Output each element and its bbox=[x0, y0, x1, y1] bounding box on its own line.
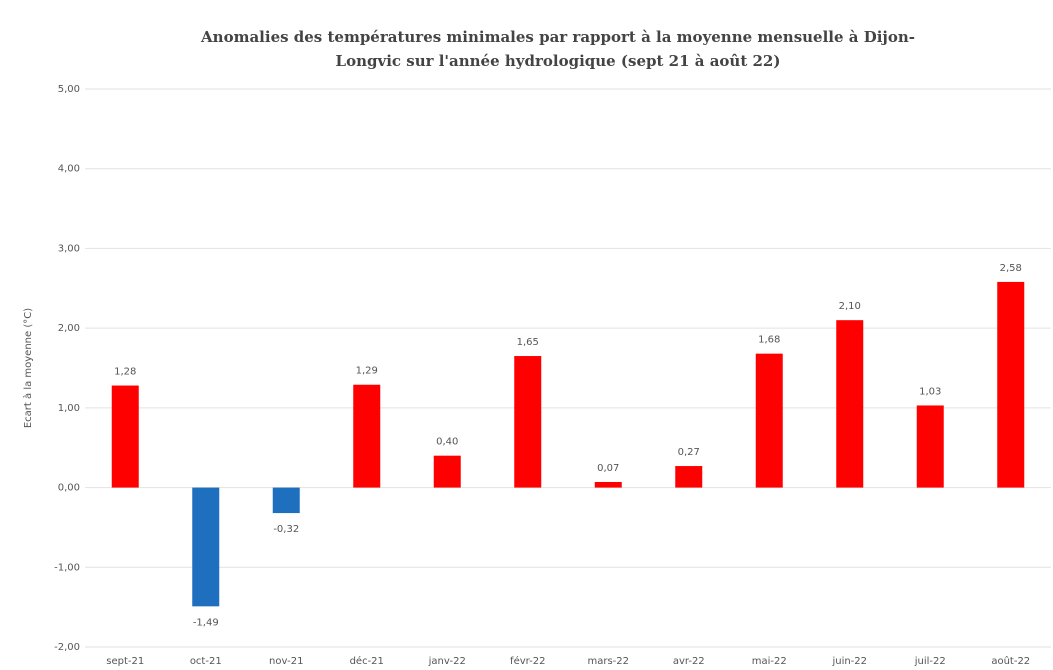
x-tick-label: oct-21 bbox=[190, 656, 222, 667]
data-label: 0,27 bbox=[678, 447, 700, 458]
chart-title: Longvic sur l'année hydrologique (sept 2… bbox=[336, 52, 781, 70]
y-axis-label: Ecart à la moyenne (°C) bbox=[22, 308, 34, 428]
bar bbox=[272, 487, 300, 514]
data-label: 0,40 bbox=[436, 437, 458, 448]
bar bbox=[433, 455, 461, 488]
data-label: 1,03 bbox=[919, 386, 941, 397]
x-tick-label: déc-21 bbox=[350, 655, 384, 667]
x-tick-label: mars-22 bbox=[587, 656, 629, 667]
bar bbox=[836, 320, 864, 488]
x-tick-label: févr-22 bbox=[510, 655, 545, 667]
y-tick-label: -1,00 bbox=[54, 562, 80, 573]
bar bbox=[111, 385, 139, 488]
data-label: 1,68 bbox=[758, 335, 780, 346]
y-tick-label: 0,00 bbox=[58, 483, 80, 494]
bar bbox=[755, 353, 783, 488]
x-tick-label: janv-22 bbox=[428, 656, 466, 667]
data-label: 0,07 bbox=[597, 463, 619, 474]
bar bbox=[514, 356, 542, 488]
bar bbox=[675, 466, 703, 488]
x-tick-label: juil-22 bbox=[914, 656, 946, 667]
x-tick-label: juin-22 bbox=[831, 656, 867, 667]
x-tick-label: août-22 bbox=[991, 655, 1030, 667]
y-tick-label: 5,00 bbox=[58, 84, 80, 95]
data-label: 2,58 bbox=[1000, 263, 1022, 274]
x-tick-label: nov-21 bbox=[269, 656, 303, 667]
x-tick-label: sept-21 bbox=[106, 656, 144, 667]
data-label: 1,65 bbox=[517, 337, 539, 348]
bar bbox=[192, 487, 220, 607]
data-label: 1,29 bbox=[356, 366, 378, 377]
x-tick-label: avr-22 bbox=[673, 656, 705, 667]
y-tick-label: 2,00 bbox=[58, 323, 80, 334]
data-label: -1,49 bbox=[193, 617, 219, 628]
bar bbox=[594, 481, 622, 488]
bar bbox=[916, 405, 944, 488]
x-tick-label: mai-22 bbox=[752, 656, 787, 667]
y-tick-label: -2,00 bbox=[54, 642, 80, 653]
y-tick-label: 1,00 bbox=[58, 403, 80, 414]
chart-title: Anomalies des températures minimales par… bbox=[200, 28, 915, 46]
bar bbox=[353, 384, 381, 488]
data-label: -0,32 bbox=[273, 524, 299, 535]
y-tick-label: 3,00 bbox=[58, 243, 80, 254]
data-label: 2,10 bbox=[839, 301, 861, 312]
bar bbox=[997, 281, 1025, 488]
data-label: 1,28 bbox=[114, 367, 136, 378]
y-tick-label: 4,00 bbox=[58, 164, 80, 175]
